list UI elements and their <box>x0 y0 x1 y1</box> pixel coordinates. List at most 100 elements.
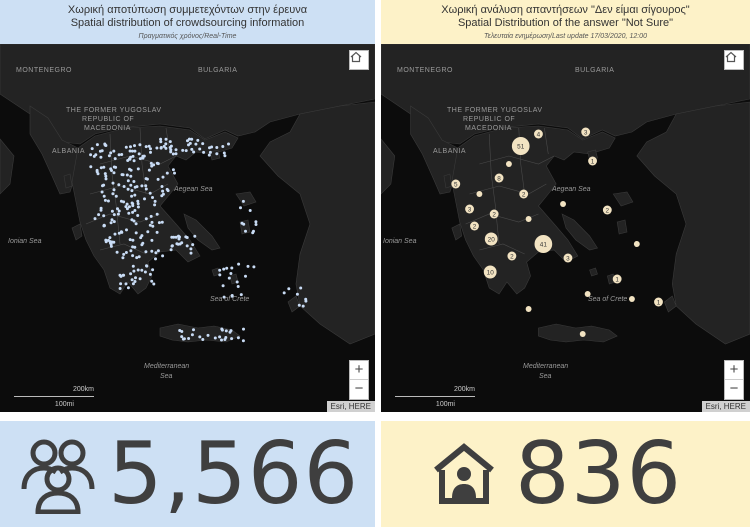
left-participant-point <box>130 194 134 198</box>
right-cluster-marker[interactable] <box>489 209 499 219</box>
right-cluster-marker[interactable] <box>602 205 612 215</box>
left-participant-point <box>106 238 110 242</box>
scale-km: 200km <box>72 386 94 393</box>
right-cyclades-island <box>589 267 598 277</box>
right-cluster-marker[interactable] <box>483 265 497 279</box>
left-participant-point <box>239 206 242 210</box>
left-participant-point <box>113 232 117 236</box>
left-participant-point <box>103 142 107 146</box>
left-participant-point <box>134 222 138 226</box>
left-participant-point <box>213 336 217 340</box>
left-participant-point <box>131 238 135 242</box>
right-zoom-in-button[interactable]: + <box>725 361 743 380</box>
left-participant-point <box>189 247 193 251</box>
label-bulgaria: BULGARIA <box>198 67 238 74</box>
right-cluster-marker[interactable] <box>534 129 543 139</box>
left-participant-point <box>89 153 93 157</box>
left-zoom-out-button[interactable]: − <box>354 380 364 397</box>
left-home-button[interactable] <box>349 50 369 70</box>
left-participant-point <box>109 221 113 225</box>
left-participant-point <box>137 255 141 259</box>
right-region-border <box>488 133 500 245</box>
left-participant-point <box>144 145 148 149</box>
left-zoom-in-button[interactable]: + <box>350 361 368 380</box>
right-cluster-count: 3 <box>566 255 570 262</box>
right-greece-mainland <box>451 125 616 295</box>
right-cluster-count: 3 <box>584 129 588 136</box>
right-point-marker[interactable] <box>628 296 635 302</box>
left-participant-point <box>224 336 228 339</box>
right-point-marker[interactable] <box>560 201 566 207</box>
left-participant-point <box>282 291 286 295</box>
left-participant-point <box>221 284 225 288</box>
right-cluster-marker[interactable] <box>465 204 474 214</box>
right-cluster-marker[interactable] <box>563 253 573 263</box>
left-participant-point <box>136 268 140 272</box>
left-participant-point <box>125 173 129 177</box>
right-crete-island <box>538 323 618 343</box>
left-participant-point <box>112 165 116 169</box>
participants-count: 5,566 <box>108 424 360 524</box>
left-map-view[interactable]: MONTENEGRO BULGARIA THE FORMER YUGOSLAV … <box>0 44 375 412</box>
left-participant-point <box>254 223 258 226</box>
right-cluster-marker[interactable] <box>494 173 504 183</box>
right-point-marker[interactable] <box>579 331 586 337</box>
right-cluster-marker[interactable] <box>484 232 498 246</box>
right-cluster-marker[interactable] <box>581 127 591 137</box>
left-participant-point <box>109 244 113 248</box>
right-cluster-count: 1 <box>615 276 619 283</box>
left-participant-point <box>170 244 174 248</box>
left-participant-point <box>164 142 168 146</box>
right-cluster-marker[interactable] <box>519 189 529 199</box>
left-participant-point <box>174 152 178 156</box>
left-participant-point <box>208 146 211 150</box>
left-participant-point <box>131 245 135 249</box>
left-participant-point <box>137 152 141 156</box>
right-point-marker[interactable] <box>476 191 483 197</box>
right-point-marker[interactable] <box>525 306 532 312</box>
left-attribution[interactable]: Esri, HERE <box>326 401 375 412</box>
right-scale-bar: 200km 100mi <box>395 386 475 408</box>
left-participant-point <box>119 274 123 278</box>
right-home-button[interactable] <box>724 50 744 70</box>
right-zoom-out-button[interactable]: − <box>729 380 739 397</box>
right-region-border <box>479 243 525 255</box>
right-cluster-marker[interactable] <box>511 137 530 155</box>
right-point-marker[interactable] <box>584 291 591 297</box>
left-participant-point <box>180 335 184 339</box>
right-cluster-count: 4 <box>537 131 541 138</box>
right-point-marker[interactable] <box>505 161 512 167</box>
left-participant-point <box>132 159 136 163</box>
right-cluster-marker[interactable] <box>534 235 553 253</box>
right-cluster-marker[interactable] <box>507 251 517 261</box>
right-cluster-marker[interactable] <box>588 156 597 166</box>
right-map-canvas: 51 41 20 10 8 5 4 3 3 3 2 2 2 2 2 1 1 1 <box>381 44 750 412</box>
right-evia-island <box>561 213 598 251</box>
right-cluster-marker[interactable] <box>451 179 461 189</box>
left-participant-point <box>182 337 186 341</box>
left-participant-point <box>116 207 119 211</box>
right-point-marker[interactable] <box>633 241 640 247</box>
left-participant-point <box>151 224 155 228</box>
left-participant-point <box>169 148 173 152</box>
right-cluster-marker[interactable] <box>612 274 622 284</box>
left-participant-point <box>159 137 163 141</box>
right-panel-header: Χωρική ανάλυση απαντήσεων "Δεν είμαι σίγ… <box>381 0 750 44</box>
left-participant-point <box>119 230 123 234</box>
left-participant-point <box>131 204 135 208</box>
left-participant-point <box>111 192 115 196</box>
left-participant-point <box>207 153 211 157</box>
left-participant-point <box>107 154 111 158</box>
left-participant-point <box>130 149 134 153</box>
left-participant-point <box>128 238 132 242</box>
left-participant-point <box>202 150 206 154</box>
left-participant-point <box>103 172 107 176</box>
left-participant-point <box>95 143 99 147</box>
right-map-view[interactable]: 51 41 20 10 8 5 4 3 3 3 2 2 2 2 2 1 1 1 MONTENEGRO BULGAR… <box>381 44 750 412</box>
right-point-marker[interactable] <box>525 216 532 222</box>
right-cluster-marker[interactable] <box>654 297 663 307</box>
right-attribution[interactable]: Esri, HERE <box>701 401 750 412</box>
right-cluster-marker[interactable] <box>470 221 479 231</box>
left-participant-point <box>129 183 133 187</box>
left-participant-point <box>100 190 104 194</box>
